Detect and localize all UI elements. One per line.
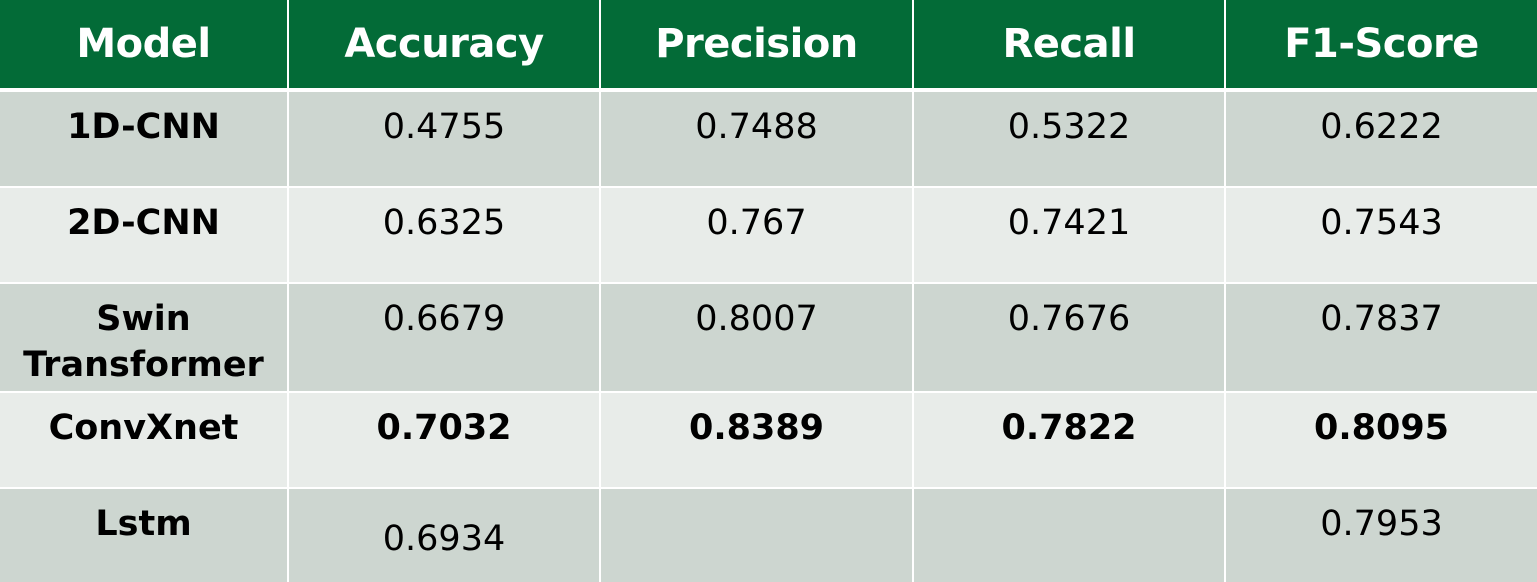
f1-score-cell: 0.8095: [1226, 393, 1537, 489]
accuracy-cell: 0.4755: [289, 92, 601, 188]
f1-score-cell: 0.6222: [1226, 92, 1537, 188]
model-cell: ConvXnet: [0, 393, 289, 489]
header-accuracy: Accuracy: [289, 0, 601, 92]
f1-score-cell: 0.7953: [1226, 489, 1537, 582]
recall-cell: 0.7676: [914, 284, 1226, 393]
header-recall: Recall: [914, 0, 1226, 92]
accuracy-cell: 0.6679: [289, 284, 601, 393]
header-precision: Precision: [601, 0, 914, 92]
precision-cell: 0.8007: [601, 284, 914, 393]
recall-cell: 0.7421: [914, 188, 1226, 284]
precision-cell: 0.8389: [601, 393, 914, 489]
header-f1-score: F1-Score: [1226, 0, 1537, 92]
f1-score-cell: 0.7837: [1226, 284, 1537, 393]
precision-cell: [601, 489, 914, 582]
f1-score-cell: 0.7543: [1226, 188, 1537, 284]
precision-cell: 0.7488: [601, 92, 914, 188]
header-model: Model: [0, 0, 289, 92]
model-cell: 2D-CNN: [0, 188, 289, 284]
recall-cell: 0.7822: [914, 393, 1226, 489]
model-cell: Lstm: [0, 489, 289, 582]
model-cell: 1D-CNN: [0, 92, 289, 188]
recall-cell: 0.5322: [914, 92, 1226, 188]
accuracy-cell: 0.7032: [289, 393, 601, 489]
recall-cell: [914, 489, 1226, 582]
model-cell: Swin Transformer: [0, 284, 289, 393]
accuracy-cell: 0.6325: [289, 188, 601, 284]
accuracy-cell: 0.6934: [289, 489, 601, 582]
precision-cell: 0.767: [601, 188, 914, 284]
